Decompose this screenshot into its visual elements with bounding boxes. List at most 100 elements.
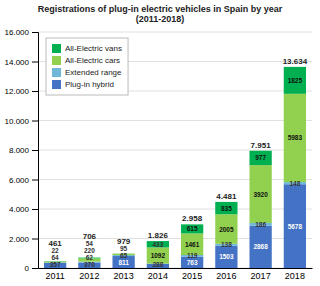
y-tick-label: 10.000 bbox=[5, 117, 30, 126]
total-label: 706 bbox=[83, 232, 97, 241]
data-label: 119 bbox=[187, 252, 198, 259]
bar bbox=[249, 165, 271, 223]
y-tick: 10.000 bbox=[5, 117, 38, 126]
data-label: 2005 bbox=[219, 226, 234, 233]
y-axis: 0 2.000 4.000 6.000 8.000 10.000 12.000 14.000 1… bbox=[5, 28, 39, 273]
y-tick: 2.000 bbox=[9, 235, 38, 244]
bar bbox=[215, 202, 237, 214]
legend: All-Electric vansAll-Electric carsExtend… bbox=[46, 38, 128, 95]
y-tick-mark bbox=[32, 150, 38, 151]
data-label: 3920 bbox=[253, 191, 268, 198]
data-labels: 3576422461370622205470681165959792881092… bbox=[48, 57, 307, 268]
y-tick-mark bbox=[32, 32, 38, 33]
legend-label: Plug-in hybrid bbox=[65, 80, 114, 89]
legend-swatch bbox=[52, 44, 61, 53]
data-label: 2868 bbox=[253, 243, 268, 250]
legend-swatch bbox=[52, 68, 61, 77]
chart: Registrations of plug-in electric vehicl… bbox=[0, 0, 320, 286]
y-tick-label: 0 bbox=[25, 264, 30, 273]
grid bbox=[38, 32, 312, 268]
bar bbox=[147, 241, 169, 247]
total-label: 2.958 bbox=[182, 214, 203, 223]
y-tick: 0 bbox=[25, 264, 38, 273]
data-label: 5983 bbox=[288, 134, 303, 141]
data-label: 977 bbox=[255, 154, 266, 161]
y-tick: 4.000 bbox=[9, 205, 38, 214]
series bbox=[44, 67, 306, 262]
y-tick-mark bbox=[32, 239, 38, 240]
data-label: 138 bbox=[221, 241, 232, 248]
data-label: 95 bbox=[120, 245, 128, 252]
grid-line bbox=[38, 150, 312, 151]
data-label: 1503 bbox=[219, 253, 234, 260]
y-tick-mark bbox=[32, 91, 38, 92]
data-label: 148 bbox=[289, 180, 300, 187]
y-tick: 6.000 bbox=[9, 176, 38, 185]
y-tick-label: 4.000 bbox=[9, 205, 30, 214]
x-tick-label: 2015 bbox=[182, 271, 202, 281]
x-tick: 2013 bbox=[114, 271, 134, 281]
data-label: 763 bbox=[187, 259, 198, 266]
x-tick-label: 2017 bbox=[251, 271, 271, 281]
total-label: 7.951 bbox=[251, 141, 272, 150]
x-axis-line bbox=[39, 268, 313, 269]
y-tick-label: 6.000 bbox=[9, 176, 30, 185]
legend-item: All-Electric vans bbox=[52, 44, 122, 53]
y-tick-mark bbox=[32, 209, 38, 210]
total-label: 1.826 bbox=[148, 231, 169, 240]
y-tick-label: 2.000 bbox=[9, 235, 30, 244]
data-label: 22 bbox=[52, 247, 60, 254]
data-label: 62 bbox=[86, 254, 94, 261]
y-tick-label: 8.000 bbox=[9, 146, 30, 155]
data-label: 1461 bbox=[185, 241, 200, 248]
legend-swatch bbox=[52, 56, 61, 65]
plot: 2011 2012 2013 2014 2015 2016 2017 2018 0 2.000 4.… bbox=[5, 28, 313, 281]
data-label: 811 bbox=[118, 259, 129, 266]
series bbox=[44, 94, 306, 264]
data-label: 5678 bbox=[288, 223, 303, 230]
y-tick-mark bbox=[32, 268, 38, 269]
bar bbox=[215, 246, 237, 268]
x-tick: 2014 bbox=[148, 271, 168, 281]
bar bbox=[249, 151, 271, 165]
data-label: 835 bbox=[221, 205, 232, 212]
legend-swatch bbox=[52, 80, 61, 89]
x-tick-label: 2012 bbox=[79, 271, 99, 281]
y-tick-mark bbox=[32, 62, 38, 63]
x-tick-label: 2014 bbox=[148, 271, 168, 281]
y-tick: 12.000 bbox=[5, 87, 38, 96]
data-label: 433 bbox=[152, 241, 163, 248]
legend-items: All-Electric vansAll-Electric carsExtend… bbox=[52, 44, 122, 89]
data-label: 186 bbox=[255, 221, 266, 228]
legend-item: All-Electric cars bbox=[52, 56, 120, 65]
title: Registrations of plug-in electric vehicl… bbox=[38, 4, 283, 24]
y-tick: 14.000 bbox=[5, 58, 38, 67]
data-label: 65 bbox=[120, 252, 128, 259]
y-axis-line bbox=[32, 33, 39, 269]
x-tick: 2015 bbox=[182, 271, 202, 281]
y-tick-label: 14.000 bbox=[5, 58, 30, 67]
data-label: 615 bbox=[187, 225, 198, 232]
legend-label: All-Electric cars bbox=[65, 56, 120, 65]
x-tick: 2012 bbox=[79, 271, 99, 281]
y-tick-label: 12.000 bbox=[5, 87, 30, 96]
total-label: 461 bbox=[48, 239, 62, 248]
x-tick: 2018 bbox=[285, 271, 305, 281]
bar bbox=[284, 67, 306, 94]
x-tick-label: 2016 bbox=[216, 271, 236, 281]
y-tick-mark bbox=[32, 121, 38, 122]
bar bbox=[249, 226, 271, 268]
bar bbox=[284, 94, 306, 182]
y-tick: 8.000 bbox=[9, 146, 38, 155]
x-tick-label: 2018 bbox=[285, 271, 305, 281]
y-tick: 16.000 bbox=[5, 28, 38, 37]
x-tick: 2011 bbox=[45, 271, 64, 281]
legend-label: All-Electric vans bbox=[65, 44, 122, 53]
total-label: 13.634 bbox=[283, 57, 308, 66]
y-tick-mark bbox=[32, 180, 38, 181]
series bbox=[44, 184, 306, 268]
data-label: 220 bbox=[84, 247, 95, 254]
data-label: 288 bbox=[152, 261, 163, 268]
bar bbox=[284, 184, 306, 268]
total-label: 4.481 bbox=[216, 192, 237, 201]
